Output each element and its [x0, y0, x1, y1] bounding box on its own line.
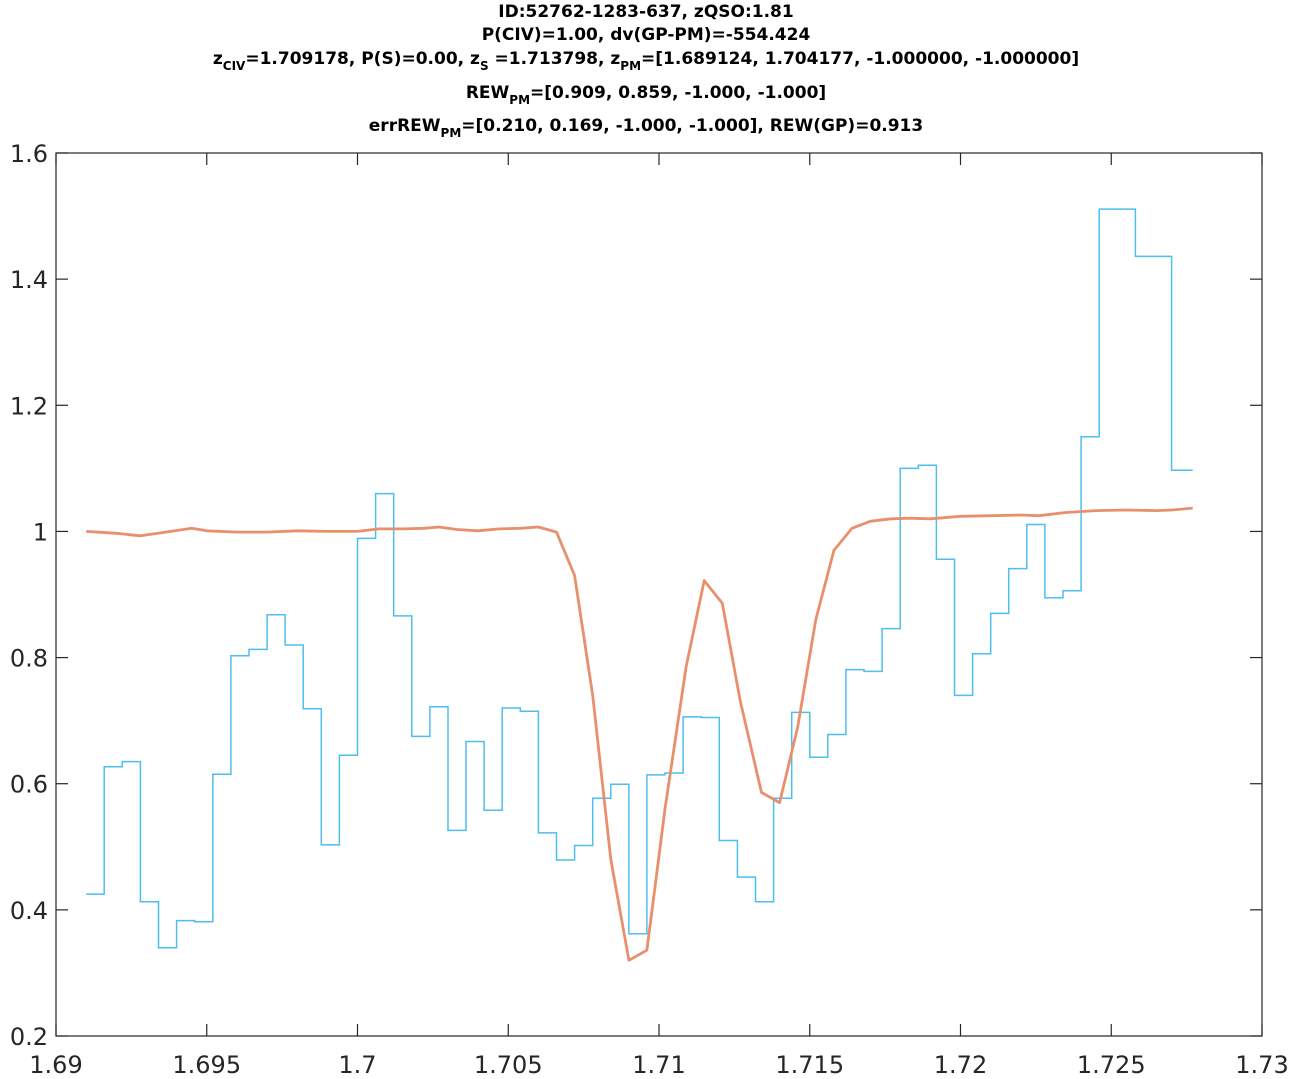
chart-title: ID:52762-1283-637, zQSO:1.81 P(CIV)=1.00,… — [213, 2, 1079, 140]
y-tick-label: 0.2 — [10, 1023, 48, 1051]
x-tick-label: 1.69 — [29, 1051, 82, 1079]
x-tick-label: 1.73 — [1235, 1051, 1288, 1079]
axes: 1.69 1.695 1.7 1.705 1.71 1.715 1.72 1.725 1.73 0… — [10, 140, 1289, 1079]
y-tick-label: 1 — [33, 518, 48, 546]
y-tick-label: 1.4 — [10, 266, 48, 294]
y-tick-label: 0.4 — [10, 897, 48, 925]
y-tick-label: 0.6 — [10, 771, 48, 799]
title-line-4: REWPM=[0.909, 0.859, -1.000, -1.000] — [466, 83, 826, 107]
plot-area — [86, 208, 1193, 962]
x-tick-label: 1.715 — [775, 1051, 844, 1079]
model-line-series — [86, 506, 1193, 962]
y-tick-label: 0.8 — [10, 645, 48, 673]
title-line-5: errREWPM=[0.210, 0.169, -1.000, -1.000],… — [369, 116, 923, 140]
title-line-2: P(CIV)=1.00, dv(GP-PM)=-554.424 — [482, 25, 811, 45]
title-line-1: ID:52762-1283-637, zQSO:1.81 — [498, 2, 793, 22]
x-tick-label: 1.71 — [632, 1051, 685, 1079]
title-line-3: zCIV=1.709178, P(S)=0.00, zS =1.713798, … — [213, 49, 1079, 73]
x-tick-label: 1.705 — [474, 1051, 543, 1079]
x-tick-label: 1.72 — [934, 1051, 987, 1079]
x-tick-label: 1.7 — [338, 1051, 376, 1079]
y-tick-label: 1.2 — [10, 392, 48, 420]
flux-stairs-series — [86, 208, 1193, 949]
y-tick-label: 1.6 — [10, 140, 48, 168]
x-tick-label: 1.695 — [172, 1051, 241, 1079]
x-tick-label: 1.725 — [1077, 1051, 1146, 1079]
